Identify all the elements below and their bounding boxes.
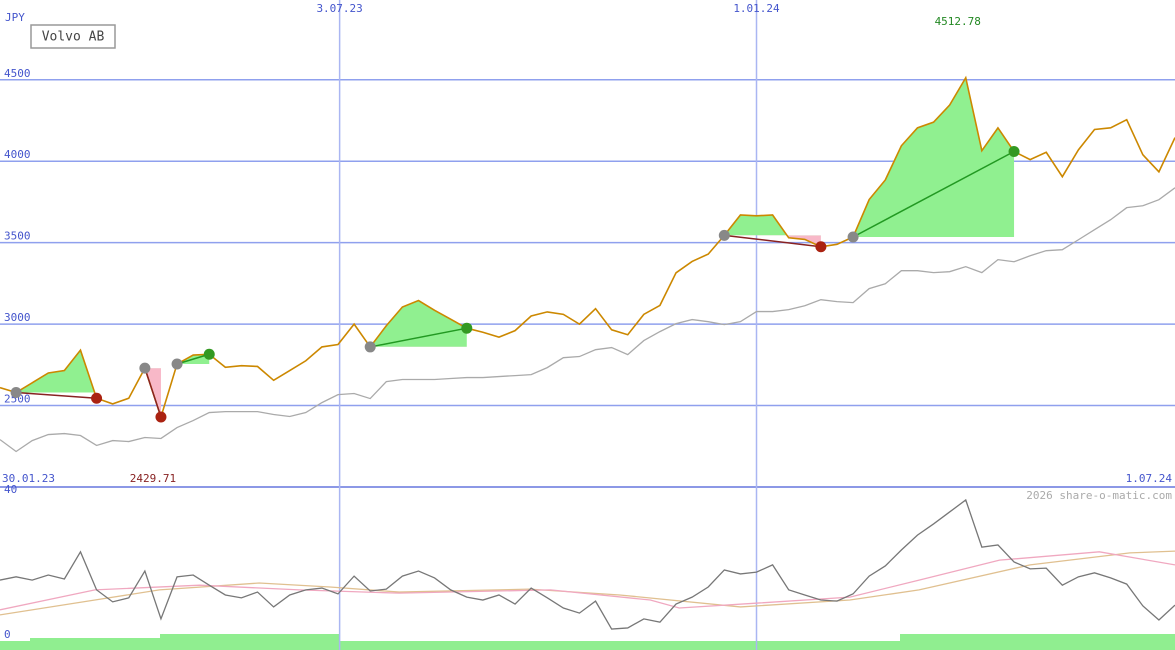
signal-line	[16, 391, 97, 399]
x-tick-label: 3.07.23	[316, 2, 362, 15]
signal-area	[16, 350, 97, 393]
signal-line	[370, 327, 467, 348]
exit-marker	[91, 392, 103, 404]
y-tick-label: 0	[4, 628, 11, 641]
watermark: 2026 share-o-matic.com	[1026, 489, 1172, 502]
currency: JPY	[5, 11, 25, 24]
entry-marker	[847, 231, 859, 243]
volume-strip	[0, 634, 1175, 650]
extreme-label: 2429.71	[130, 472, 176, 485]
signal-line	[176, 353, 210, 365]
exit-marker	[203, 348, 215, 360]
entry-marker	[718, 229, 730, 241]
exit-marker	[155, 411, 167, 423]
entry-marker	[171, 358, 183, 370]
exit-marker	[1008, 145, 1020, 157]
signal-line	[144, 367, 162, 418]
exit-marker	[461, 322, 473, 334]
series-line	[0, 498, 1175, 630]
signal-line	[724, 234, 821, 248]
exit-marker	[815, 241, 827, 253]
x-tick-label: 1.07.24	[1126, 472, 1173, 485]
series-line	[0, 187, 1175, 453]
signal-line	[852, 150, 1015, 238]
entry-marker	[139, 362, 151, 374]
entry-marker	[364, 341, 376, 353]
chart-title: Volvo AB	[42, 30, 105, 45]
y-tick-label: 3500	[4, 230, 31, 243]
signal-area	[370, 300, 467, 347]
y-tick-label: 4000	[4, 148, 31, 161]
y-tick-label: 4500	[4, 67, 31, 80]
x-tick-label: 1.01.24	[733, 2, 780, 15]
signal-area	[853, 77, 1015, 237]
extreme-label: 4512.78	[935, 15, 981, 28]
y-tick-label: 3000	[4, 311, 31, 324]
entry-marker	[10, 387, 22, 399]
y-tick-label: 2500	[4, 393, 31, 406]
signal-area	[724, 214, 821, 236]
series-line	[0, 75, 1175, 420]
x-tick-label: 30.01.23	[2, 472, 55, 485]
y-tick-label: 40	[4, 483, 17, 496]
series-line	[0, 551, 1175, 611]
title-box	[30, 24, 116, 49]
